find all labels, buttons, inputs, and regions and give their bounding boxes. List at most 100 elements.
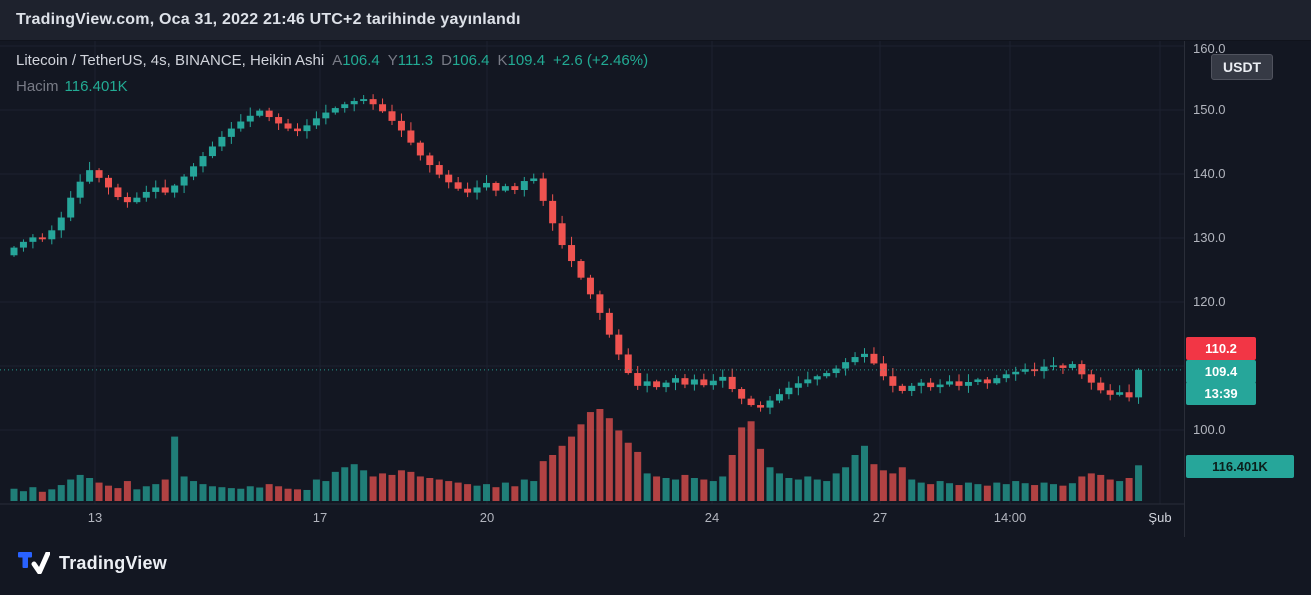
volume-bar — [105, 485, 112, 501]
volume-bar — [870, 464, 878, 501]
tradingview-logo[interactable]: TradingView — [18, 552, 167, 574]
price-axis-label: 100.0 — [1193, 422, 1226, 437]
candle-body — [842, 362, 850, 369]
volume-bar — [483, 484, 490, 501]
prev-price-badge: 110.2 — [1186, 337, 1256, 360]
time-axis-label: 13 — [88, 510, 102, 525]
candle-body — [861, 353, 868, 358]
candle-body — [10, 247, 18, 256]
volume-bar — [95, 482, 103, 501]
volume-bar — [454, 482, 462, 501]
volume-bar — [766, 467, 774, 501]
volume-bar — [747, 421, 755, 501]
candle-body — [757, 405, 765, 408]
candle-body — [180, 176, 188, 186]
volume-bar — [265, 484, 273, 501]
time-axis-label: 20 — [480, 510, 494, 525]
volume-bar — [1050, 484, 1057, 501]
candle-body — [511, 186, 519, 190]
candle-body — [501, 186, 509, 191]
volume-bar — [1097, 474, 1105, 501]
candle-body — [388, 111, 396, 121]
candle-body — [95, 170, 103, 178]
candle-body — [690, 379, 698, 385]
candle-body — [634, 373, 642, 386]
candle-body — [312, 118, 320, 126]
candle-body — [662, 382, 670, 388]
candle-body — [48, 230, 56, 240]
candle-body — [643, 381, 651, 386]
volume-bar — [908, 479, 916, 501]
last-price-badge: 109.4 — [1186, 360, 1256, 383]
candle-body — [199, 156, 207, 167]
candle-body — [38, 237, 46, 240]
volume-bar — [511, 486, 519, 501]
volume-bar — [256, 487, 264, 501]
volume-bar — [1040, 482, 1048, 501]
volume-bar — [284, 488, 292, 501]
candle-body — [596, 294, 604, 313]
volume-bar — [936, 481, 944, 501]
volume-bar — [917, 482, 925, 501]
volume-bar — [662, 478, 670, 501]
candle-body — [331, 108, 339, 113]
candle-body — [870, 353, 878, 364]
candle-body — [142, 191, 150, 198]
candle-body — [653, 381, 661, 388]
volume-bar — [568, 436, 576, 501]
candle-body — [794, 383, 802, 388]
candle-body — [1012, 371, 1020, 375]
volume-bar — [1012, 481, 1020, 501]
volume-bar — [879, 470, 887, 501]
publish-info: TradingView.com, Oca 31, 2022 21:46 UTC+… — [16, 11, 521, 28]
price-chart[interactable]: 13 17 20 24 27 14:00 Şub — [0, 41, 1184, 537]
candle-body — [719, 376, 727, 381]
candle-body — [473, 187, 481, 193]
volume-bar — [520, 479, 528, 501]
candle-body — [218, 136, 226, 147]
volume-bar — [180, 476, 188, 501]
volume-bar — [643, 473, 651, 501]
publish-bar: TradingView.com, Oca 31, 2022 21:46 UTC+… — [0, 0, 1311, 41]
candle-body — [1087, 374, 1095, 383]
candle-body — [804, 379, 812, 384]
candle-body — [237, 121, 245, 129]
volume-bar — [605, 418, 613, 501]
volume-bar — [152, 484, 160, 501]
volume-bar — [1125, 478, 1133, 501]
candle-body — [1021, 369, 1029, 372]
candle-body — [917, 382, 925, 386]
volume-bar — [237, 488, 245, 501]
candle-body — [586, 277, 594, 295]
volume-bar — [775, 473, 783, 501]
candle-body — [57, 217, 65, 231]
volume-bar — [445, 481, 453, 501]
candle-body — [672, 378, 679, 383]
candle-body — [426, 155, 434, 166]
volume-bar — [794, 479, 802, 501]
volume-bar — [851, 455, 859, 501]
candle-body — [823, 373, 831, 377]
volume-bar — [955, 485, 963, 501]
volume-bar — [435, 479, 443, 501]
candle-body — [1135, 369, 1143, 398]
candle-body — [813, 376, 821, 380]
volume-bar — [1078, 476, 1086, 501]
volume-bar — [823, 481, 831, 501]
volume-bar — [397, 470, 405, 501]
volume-bar — [615, 430, 623, 501]
chart-area[interactable]: 13 17 20 24 27 14:00 Şub Litecoin / TetherUS, … — [0, 41, 1184, 537]
candle-body — [964, 382, 972, 386]
candle-body — [1125, 392, 1133, 398]
volume-bar — [549, 455, 557, 501]
volume-bar — [218, 487, 226, 501]
candle-body — [114, 187, 122, 198]
candle-body — [530, 178, 538, 182]
volume-bar — [993, 482, 1001, 501]
volume-bar — [10, 488, 18, 501]
candle-body — [898, 385, 906, 391]
candle-body — [927, 382, 935, 388]
candle-body — [350, 101, 358, 105]
volume-bar — [539, 461, 547, 501]
volume-bar — [596, 409, 604, 501]
